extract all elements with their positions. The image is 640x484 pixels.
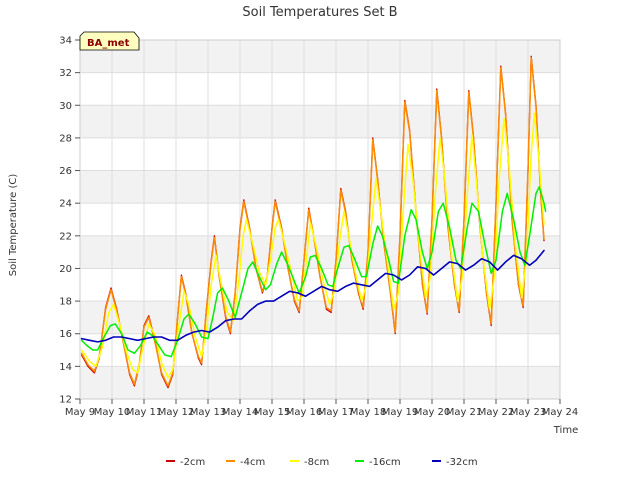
legend-label: -16cm bbox=[369, 457, 401, 468]
x-tick-label: May 14 bbox=[222, 407, 259, 418]
x-tick-label: May 13 bbox=[190, 407, 227, 418]
x-tick-label: May 19 bbox=[382, 407, 419, 418]
x-tick-label: May 23 bbox=[510, 407, 547, 418]
plot-area-border bbox=[79, 39, 561, 400]
background-band bbox=[80, 366, 560, 399]
legend-label: -32cm bbox=[446, 457, 478, 468]
x-tick-label: May 9 bbox=[65, 407, 95, 418]
legend: -2cm -4cm -8cm -16cm -32cm bbox=[166, 457, 478, 468]
x-tick-label: May 10 bbox=[94, 407, 131, 418]
x-tick-label: May 24 bbox=[542, 407, 579, 418]
y-tick-label: 26 bbox=[59, 166, 72, 177]
legend-label: -2cm bbox=[180, 457, 205, 468]
plot-frame bbox=[79, 39, 561, 400]
legend-label: -8cm bbox=[304, 457, 329, 468]
y-tick-label: 28 bbox=[59, 133, 72, 144]
legend-label: -4cm bbox=[240, 457, 265, 468]
y-tick-label: 14 bbox=[59, 362, 72, 373]
x-tick-label: May 20 bbox=[414, 407, 451, 418]
x-tick-label: May 17 bbox=[318, 407, 355, 418]
x-tick-label: May 11 bbox=[126, 407, 163, 418]
series-line-minus-32cm bbox=[80, 249, 545, 343]
y-axis-label: Soil Temperature (C) bbox=[8, 174, 19, 277]
x-tick-label: May 16 bbox=[286, 407, 323, 418]
series-line-minus-16cm bbox=[80, 186, 547, 358]
x-tick-label: May 15 bbox=[254, 407, 291, 418]
x-axis-label: Time bbox=[553, 425, 578, 436]
x-tick-label: May 12 bbox=[158, 407, 195, 418]
background-band bbox=[80, 301, 560, 334]
grid-lines bbox=[79, 39, 561, 400]
x-tick-label: May 21 bbox=[446, 407, 483, 418]
x-tick-label: May 22 bbox=[478, 407, 515, 418]
y-tick-label: 12 bbox=[59, 395, 72, 406]
site-label: BA_met bbox=[87, 38, 130, 49]
y-tick-label: 34 bbox=[59, 36, 72, 47]
y-tick-label: 22 bbox=[59, 231, 72, 242]
background-band bbox=[80, 40, 560, 73]
y-tick-label: 18 bbox=[59, 297, 72, 308]
y-tick-label: 24 bbox=[59, 199, 72, 210]
y-tick-label: 16 bbox=[59, 329, 72, 340]
y-tick-label: 32 bbox=[59, 68, 72, 79]
x-tick-label: May 18 bbox=[350, 407, 387, 418]
site-label-box: BA_met bbox=[79, 31, 140, 51]
background-bands bbox=[80, 40, 560, 399]
chart-title: Soil Temperatures Set B bbox=[242, 5, 397, 20]
data-series bbox=[80, 55, 547, 389]
background-band bbox=[80, 170, 560, 204]
background-band bbox=[80, 105, 560, 138]
y-tick-label: 20 bbox=[59, 264, 72, 275]
y-axis-ticks: 12 14 16 18 20 22 24 26 28 30 32 34 bbox=[59, 36, 80, 406]
y-tick-label: 30 bbox=[59, 101, 72, 112]
